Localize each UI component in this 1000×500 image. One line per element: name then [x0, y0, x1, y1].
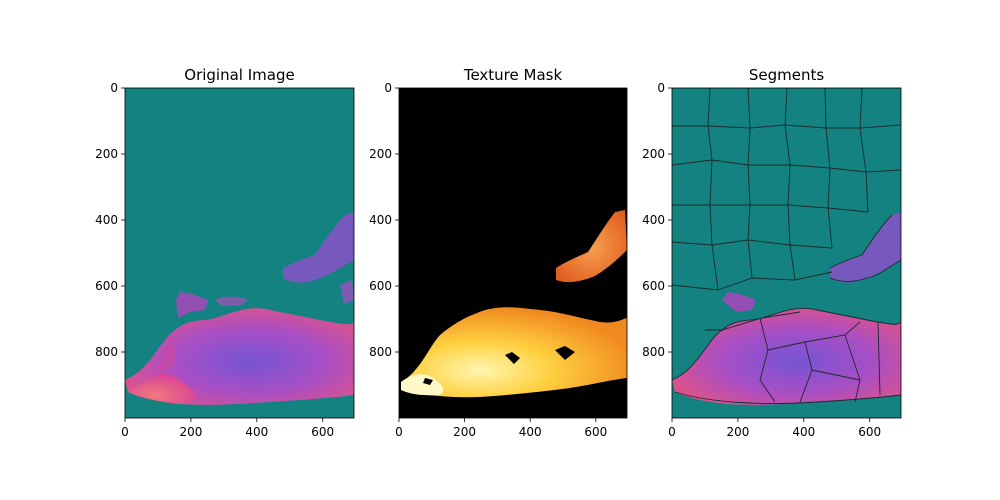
texture-region	[125, 212, 354, 405]
y-tick-label: 400	[95, 213, 118, 227]
x-tick-label: 200	[179, 425, 202, 439]
y-tick-label: 600	[369, 279, 392, 293]
y-tick-label: 600	[95, 279, 118, 293]
panel-mask: Texture Mask	[399, 66, 627, 418]
x-tick-label: 200	[726, 425, 749, 439]
x-tick-label: 400	[792, 425, 815, 439]
x-tick-label: 600	[584, 425, 607, 439]
panel-segments: Segments	[672, 66, 901, 418]
y-tick-label: 400	[642, 213, 665, 227]
axes-frame	[671, 87, 902, 419]
panel-title-original: Original Image	[184, 66, 294, 84]
x-tick-label: 0	[121, 425, 129, 439]
x-tick-label: 200	[453, 425, 476, 439]
y-tick-label: 600	[642, 279, 665, 293]
panel-title-segments: Segments	[749, 66, 825, 84]
x-tick-label: 600	[311, 425, 334, 439]
y-tick-label: 400	[369, 213, 392, 227]
y-tick-label: 0	[384, 81, 392, 95]
y-tick-label: 200	[95, 147, 118, 161]
x-tick-label: 600	[858, 425, 881, 439]
axes-2: 0 200 400 600 0 200 400 600 800	[642, 81, 902, 439]
texture-region	[401, 210, 627, 398]
y-tick-label: 200	[642, 147, 665, 161]
y-tick-label: 800	[369, 345, 392, 359]
y-tick-label: 0	[657, 81, 665, 95]
y-tick-label: 200	[369, 147, 392, 161]
axes-1: 0 200 400 600 0 200 400 600 800	[369, 81, 628, 439]
segment-overlay	[672, 88, 901, 405]
y-tick-label: 0	[110, 81, 118, 95]
x-tick-label: 400	[519, 425, 542, 439]
axes-frame	[124, 87, 355, 419]
y-tick-label: 800	[642, 345, 665, 359]
axes-layer: 0 200 400 600 0 200 400 600 800 0 200 400 600 0 200 400…	[95, 81, 902, 439]
axes-0: 0 200 400 600 0 200 400 600 800	[95, 81, 355, 439]
panel-original: Original Image	[125, 66, 354, 418]
x-tick-label: 0	[668, 425, 676, 439]
panel-title-mask: Texture Mask	[463, 66, 563, 84]
y-tick-label: 800	[95, 345, 118, 359]
axes-frame	[398, 87, 628, 419]
x-tick-label: 0	[395, 425, 403, 439]
x-tick-label: 400	[245, 425, 268, 439]
